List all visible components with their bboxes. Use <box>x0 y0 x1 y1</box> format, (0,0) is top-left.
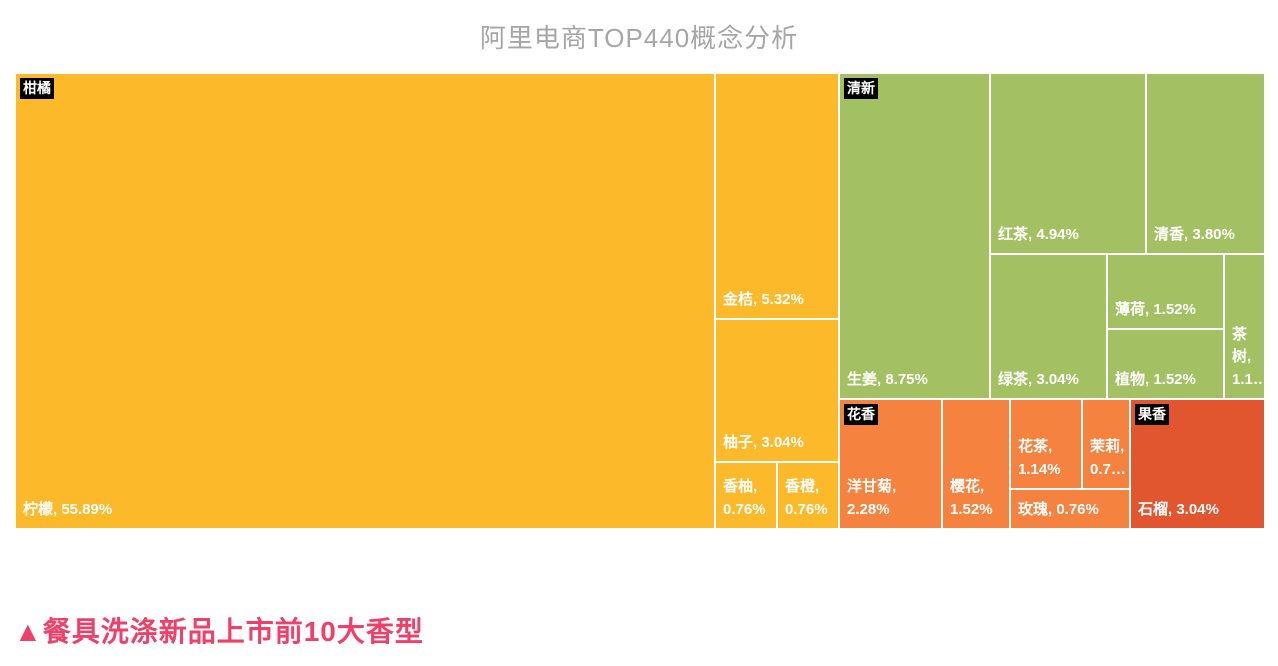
treemap-cell-kumquat: 金桔, 5.32% <box>716 74 838 318</box>
cell-label-flower-tea: 花茶, 1.14% <box>1018 438 1061 478</box>
treemap-cell-pomelo: 柚子, 3.04% <box>716 320 838 461</box>
treemap-cell-rose: 玫瑰, 0.76% <box>1011 490 1129 528</box>
cell-label-chamomile: 洋甘菊, 2.28% <box>847 478 897 518</box>
chart-caption: ▲餐具洗涤新品上市前10大香型 <box>14 616 424 647</box>
treemap-cell-ginger: 生姜, 8.75% <box>840 74 989 398</box>
cell-label-fragrant-pomelo: 香柚, 0.76% <box>723 478 766 518</box>
treemap-cell-jasmine: 茉莉, 0.7… <box>1083 400 1129 488</box>
cell-label-pomelo: 柚子, 3.04% <box>723 433 804 451</box>
cell-label-plant: 植物, 1.52% <box>1115 370 1196 388</box>
cell-label-fresh-scent: 清香, 3.80% <box>1154 225 1235 243</box>
treemap-cell-plant: 植物, 1.52% <box>1108 330 1223 398</box>
cell-label-black-tea: 红茶, 4.94% <box>998 225 1079 243</box>
treemap-cell-green-tea: 绿茶, 3.04% <box>991 255 1106 398</box>
cell-label-green-tea: 绿茶, 3.04% <box>998 370 1079 388</box>
treemap-cell-cherry-blossom: 樱花, 1.52% <box>943 400 1009 528</box>
cell-label-mint: 薄荷, 1.52% <box>1115 300 1196 318</box>
cell-label-orange: 香橙, 0.76% <box>785 478 828 518</box>
treemap-cell-flower-tea: 花茶, 1.14% <box>1011 400 1081 488</box>
cell-label-pomegranate: 石榴, 3.04% <box>1138 500 1219 518</box>
cell-label-lemon: 柠檬, 55.89% <box>23 500 113 518</box>
treemap-cell-fresh-scent: 清香, 3.80% <box>1147 74 1264 253</box>
treemap-cell-black-tea: 红茶, 4.94% <box>991 74 1145 253</box>
treemap-cell-fragrant-pomelo: 香柚, 0.76% <box>716 463 776 528</box>
cell-label-jasmine: 茉莉, 0.7… <box>1090 438 1126 478</box>
treemap-cell-orange: 香橙, 0.76% <box>778 463 838 528</box>
cell-label-rose: 玫瑰, 0.76% <box>1018 500 1099 518</box>
category-tag-citrus: 柑橘 <box>20 78 54 99</box>
category-tag-fruity: 果香 <box>1135 404 1169 425</box>
cell-label-ginger: 生姜, 8.75% <box>847 370 928 388</box>
cell-label-kumquat: 金桔, 5.32% <box>723 290 804 308</box>
treemap-chart: 柠檬, 55.89% 金桔, 5.32% 柚子, 3.04% 香柚, 0.76% 香橙, 0… <box>16 74 1264 528</box>
treemap-cell-tea-tree: 茶树,1.1… <box>1225 255 1264 398</box>
category-tag-fresh: 清新 <box>844 78 878 99</box>
treemap-cell-lemon: 柠檬, 55.89% <box>16 74 714 528</box>
cell-label-tea-tree: 茶树,1.1… <box>1232 325 1264 388</box>
chart-title: 阿里电商TOP440概念分析 <box>479 23 799 53</box>
category-tag-floral: 花香 <box>844 404 878 425</box>
cell-label-cherry-blossom: 樱花, 1.52% <box>950 478 993 518</box>
treemap-cell-mint: 薄荷, 1.52% <box>1108 255 1223 328</box>
